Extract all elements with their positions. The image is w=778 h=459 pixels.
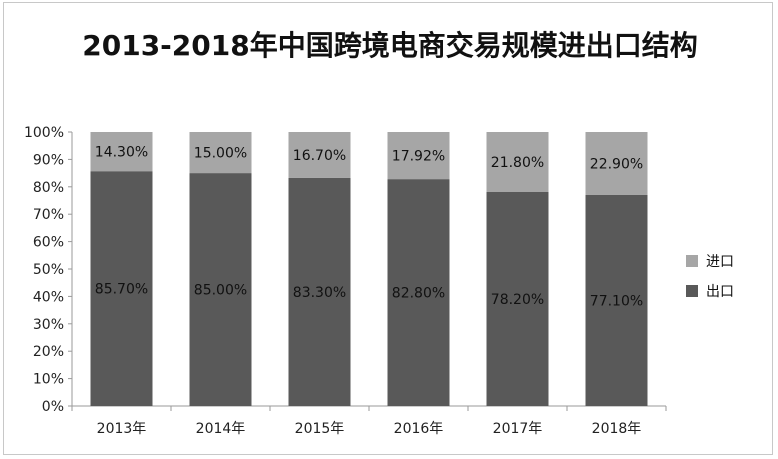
bar-export (585, 194, 648, 406)
bar-export (288, 177, 351, 406)
data-label-import: 14.30% (95, 145, 148, 161)
y-tick-label: 60% (33, 235, 64, 251)
y-tick-label: 90% (33, 152, 64, 168)
data-label-import: 15.00% (194, 146, 247, 162)
data-label-export: 82.80% (392, 286, 445, 302)
bar-export (387, 179, 450, 406)
x-tick-label: 2013年 (97, 421, 147, 437)
y-tick-label: 70% (33, 207, 64, 223)
x-tick-label: 2018年 (592, 421, 642, 437)
y-tick-label: 20% (33, 344, 64, 360)
legend-swatch (686, 255, 698, 267)
y-tick-label: 0% (42, 399, 64, 415)
x-tick-label: 2017年 (493, 421, 543, 437)
x-tick-label: 2016年 (394, 421, 444, 437)
data-label-export: 85.00% (194, 283, 247, 299)
bar-import (486, 132, 549, 192)
data-label-export: 77.10% (590, 293, 643, 309)
bar-export (90, 171, 153, 406)
data-label-export: 78.20% (491, 292, 544, 308)
data-label-import: 21.80% (491, 155, 544, 171)
y-tick-label: 40% (33, 289, 64, 305)
bar-import (90, 132, 153, 172)
x-tick-label: 2015年 (295, 421, 345, 437)
bar-import (189, 132, 252, 174)
legend-label: 进口 (706, 254, 734, 270)
bar-import (585, 132, 648, 195)
legend-label: 出口 (706, 284, 734, 300)
bar-export (486, 191, 549, 406)
bar-export (189, 173, 252, 406)
bar-import (387, 132, 450, 180)
x-tick-label: 2014年 (196, 421, 246, 437)
data-label-import: 17.92% (392, 149, 445, 165)
y-tick-label: 100% (24, 125, 64, 141)
data-label-export: 83.30% (293, 285, 346, 301)
chart-title: 2013-2018年中国跨境电商交易规模进出口结构 (82, 29, 698, 62)
y-tick-label: 30% (33, 317, 64, 333)
y-tick-label: 10% (33, 372, 64, 388)
y-tick-label: 50% (33, 262, 64, 278)
data-label-export: 85.70% (95, 282, 148, 298)
data-label-import: 16.70% (293, 148, 346, 164)
legend-swatch (686, 285, 698, 297)
data-label-import: 22.90% (590, 156, 643, 172)
bar-import (288, 132, 351, 178)
y-tick-label: 80% (33, 180, 64, 196)
